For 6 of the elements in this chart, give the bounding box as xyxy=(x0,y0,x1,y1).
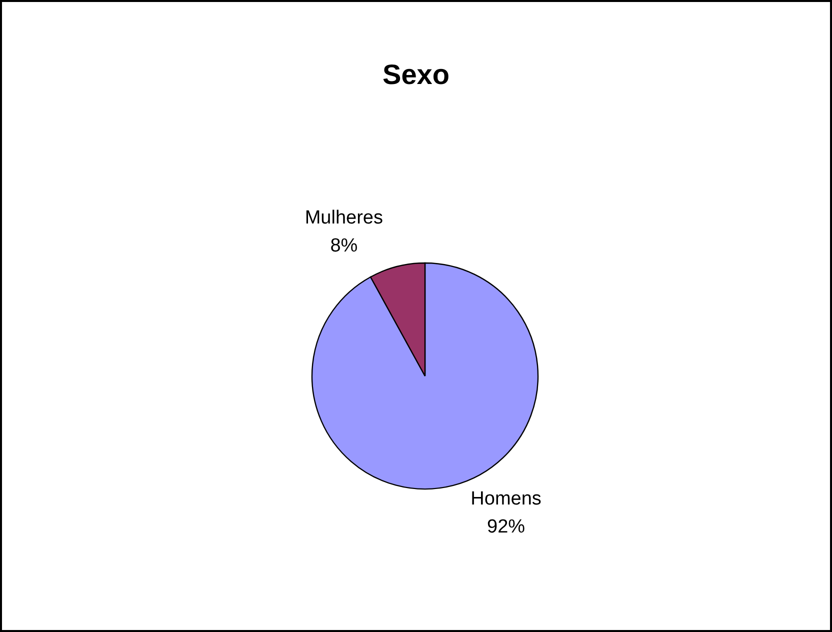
chart-title: Sexo xyxy=(382,59,450,90)
slice-label: Mulheres xyxy=(304,208,384,229)
pie-slice xyxy=(311,262,539,490)
slice-label: Homens xyxy=(470,488,542,510)
data-label: 92% xyxy=(487,516,526,538)
data-label: 8% xyxy=(330,236,358,257)
